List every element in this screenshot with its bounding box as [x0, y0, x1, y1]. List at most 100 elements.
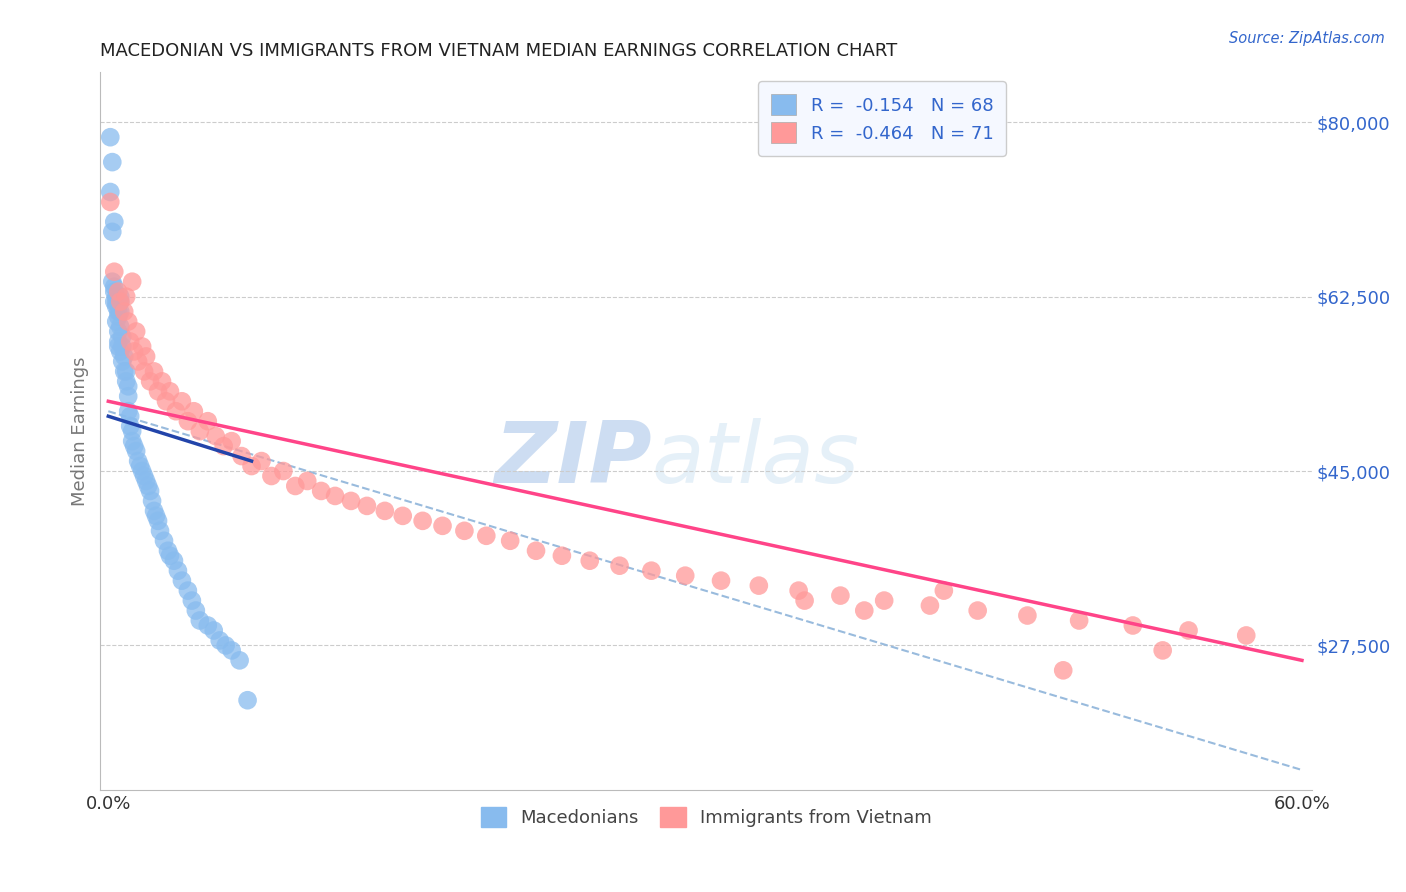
Point — [966, 603, 988, 617]
Point — [107, 325, 129, 339]
Point — [111, 329, 134, 343]
Point — [309, 483, 332, 498]
Point — [609, 558, 631, 573]
Point — [475, 529, 498, 543]
Point — [188, 424, 211, 438]
Point — [121, 275, 143, 289]
Point — [155, 394, 177, 409]
Point — [112, 304, 135, 318]
Point — [121, 434, 143, 449]
Point — [167, 564, 190, 578]
Point — [107, 334, 129, 349]
Point — [453, 524, 475, 538]
Point — [105, 314, 128, 328]
Point — [143, 364, 166, 378]
Point — [499, 533, 522, 548]
Text: atlas: atlas — [651, 418, 859, 501]
Point — [135, 350, 157, 364]
Point — [127, 354, 149, 368]
Point — [240, 458, 263, 473]
Point — [112, 350, 135, 364]
Y-axis label: Median Earnings: Median Earnings — [72, 357, 89, 506]
Point — [183, 404, 205, 418]
Point — [221, 434, 243, 449]
Point — [250, 454, 273, 468]
Point — [101, 155, 124, 169]
Point — [127, 454, 149, 468]
Point — [120, 409, 142, 424]
Point — [134, 469, 156, 483]
Point — [103, 285, 125, 299]
Point — [101, 225, 124, 239]
Text: MACEDONIAN VS IMMIGRANTS FROM VIETNAM MEDIAN EARNINGS CORRELATION CHART: MACEDONIAN VS IMMIGRANTS FROM VIETNAM ME… — [100, 42, 897, 60]
Point — [111, 354, 134, 368]
Point — [221, 643, 243, 657]
Point — [231, 449, 253, 463]
Point — [212, 439, 235, 453]
Point — [374, 504, 396, 518]
Point — [103, 294, 125, 309]
Point — [103, 279, 125, 293]
Point — [170, 574, 193, 588]
Point — [323, 489, 346, 503]
Point — [110, 344, 132, 359]
Point — [1177, 624, 1199, 638]
Point — [110, 294, 132, 309]
Point — [111, 339, 134, 353]
Point — [1069, 614, 1091, 628]
Point — [125, 325, 148, 339]
Point — [673, 568, 696, 582]
Point — [524, 543, 547, 558]
Point — [432, 519, 454, 533]
Point — [551, 549, 574, 563]
Point — [1017, 608, 1039, 623]
Point — [145, 508, 167, 523]
Point — [98, 194, 121, 209]
Point — [202, 624, 225, 638]
Point — [153, 533, 176, 548]
Point — [188, 614, 211, 628]
Point — [122, 439, 145, 453]
Point — [391, 508, 413, 523]
Point — [356, 499, 378, 513]
Point — [873, 593, 896, 607]
Point — [165, 404, 187, 418]
Point — [107, 310, 129, 324]
Point — [1052, 663, 1074, 677]
Point — [184, 603, 207, 617]
Point — [340, 494, 363, 508]
Text: ZIP: ZIP — [494, 418, 651, 501]
Point — [284, 479, 307, 493]
Point — [139, 375, 162, 389]
Point — [170, 394, 193, 409]
Point — [105, 294, 128, 309]
Point — [918, 599, 941, 613]
Point — [412, 514, 434, 528]
Point — [107, 339, 129, 353]
Point — [98, 130, 121, 145]
Point — [107, 285, 129, 299]
Point — [134, 364, 156, 378]
Point — [146, 384, 169, 399]
Point — [156, 543, 179, 558]
Point — [105, 290, 128, 304]
Point — [273, 464, 295, 478]
Point — [139, 483, 162, 498]
Point — [107, 304, 129, 318]
Point — [141, 494, 163, 508]
Point — [117, 379, 139, 393]
Point — [640, 564, 662, 578]
Point — [1122, 618, 1144, 632]
Point — [117, 404, 139, 418]
Point — [115, 364, 138, 378]
Point — [197, 414, 219, 428]
Point — [115, 375, 138, 389]
Point — [149, 524, 172, 538]
Point — [110, 304, 132, 318]
Point — [710, 574, 733, 588]
Point — [105, 300, 128, 314]
Point — [228, 653, 250, 667]
Point — [150, 375, 173, 389]
Point — [110, 290, 132, 304]
Point — [830, 589, 852, 603]
